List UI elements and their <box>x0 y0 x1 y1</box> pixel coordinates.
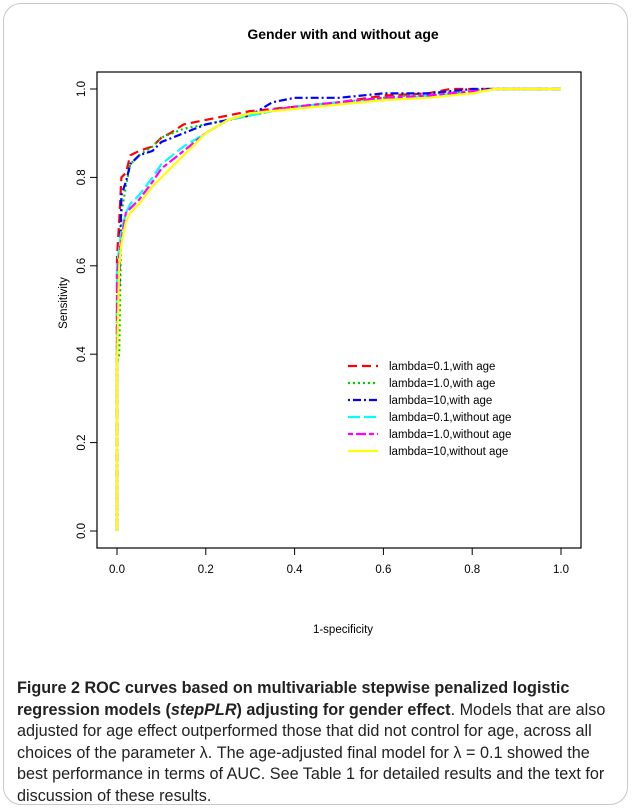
legend-label: lambda=0.1,with age <box>389 361 495 373</box>
x-axis: 0.0 0.2 0.4 0.6 0.8 1.0 <box>109 547 569 576</box>
legend-label: lambda=10,with age <box>389 395 492 407</box>
x-tick-label: 0.0 <box>109 564 125 576</box>
x-tick-label: 0.8 <box>464 564 480 576</box>
legend: lambda=0.1,with age lambda=1.0,with age la… <box>348 361 511 458</box>
y-tick-label: 0.4 <box>76 346 88 363</box>
caption-lead: Figure 2 ROC curves based on multivariab… <box>17 679 569 719</box>
legend-label: lambda=1.0,with age <box>389 378 495 390</box>
roc-chart: Gender with and without age 0.0 0.2 0.4 0.6… <box>58 26 582 636</box>
legend-label: lambda=0.1,without age <box>389 412 511 424</box>
series-line <box>115 87 561 531</box>
legend-label: lambda=1.0,without age <box>389 429 511 441</box>
x-tick-label: 0.4 <box>287 564 304 576</box>
legend-label: lambda=10,without age <box>389 446 508 458</box>
series-line <box>115 87 561 531</box>
y-axis-label: Sensitivity <box>58 277 70 329</box>
x-tick-label: 0.2 <box>198 564 214 576</box>
figure-panel <box>3 3 628 805</box>
y-axis: 0.0 0.2 0.4 0.6 0.8 1.0 <box>76 81 98 539</box>
series-line <box>115 87 561 531</box>
caption-lead-end: . <box>450 700 456 719</box>
y-tick-label: 0.0 <box>76 523 88 539</box>
plot-frame <box>96 71 582 549</box>
series-line <box>115 87 561 531</box>
x-axis-label: 1-specificity <box>313 624 373 636</box>
chart-title: Gender with and without age <box>247 26 439 42</box>
caption-body: Models that are also adjusted for age ef… <box>17 700 606 805</box>
caption-lead-a: Figure 2 ROC curves based on multivariab… <box>17 679 570 719</box>
x-tick-label: 0.6 <box>375 564 391 576</box>
caption-lead-b: ) adjusting for gender effect <box>236 700 451 719</box>
y-tick-label: 0.2 <box>76 435 88 451</box>
y-tick-label: 0.6 <box>76 258 88 274</box>
caption-lead-italic: stepPLR <box>170 700 237 719</box>
y-tick-label: 0.8 <box>76 169 88 185</box>
series-layer <box>115 87 561 531</box>
y-tick-label: 1.0 <box>76 81 88 97</box>
figure-caption: Figure 2 ROC curves based on multivariab… <box>17 678 617 808</box>
x-tick-label: 1.0 <box>553 564 569 576</box>
